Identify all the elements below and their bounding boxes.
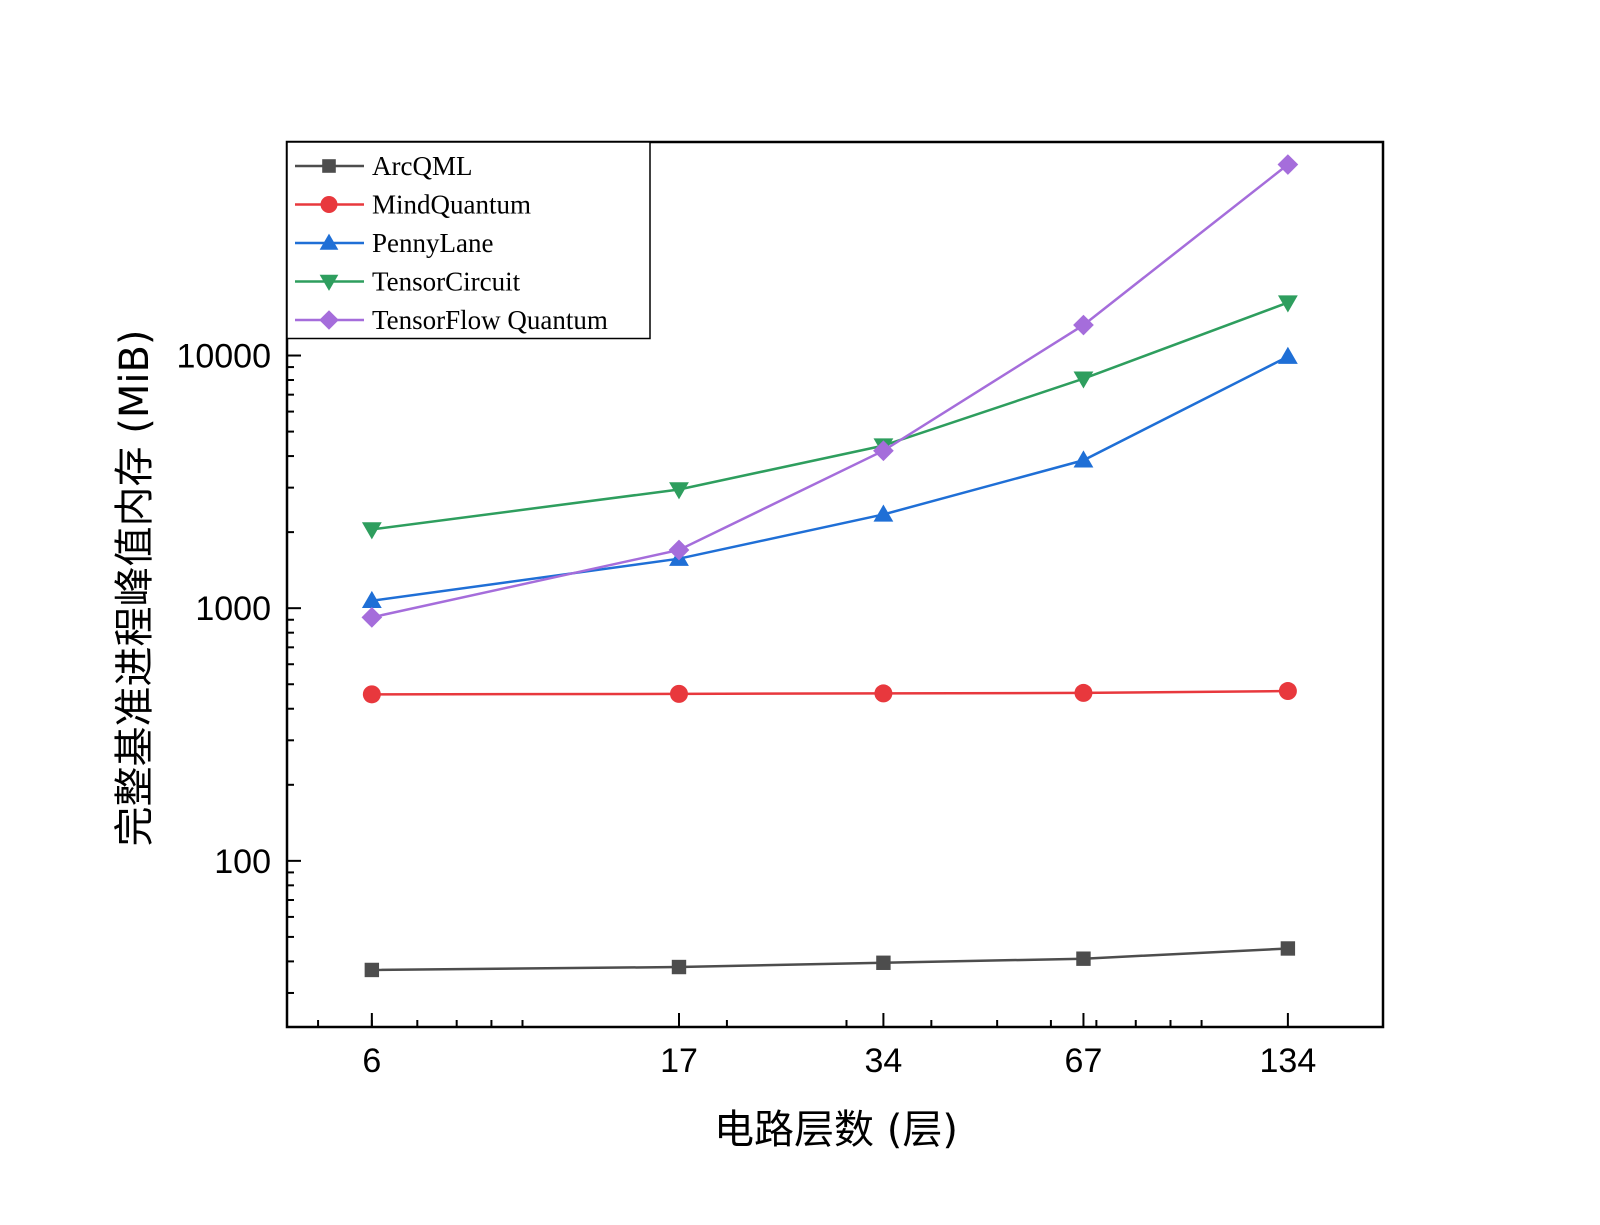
data-point (362, 685, 381, 704)
series-arcqml (364, 941, 1296, 978)
data-point (319, 233, 339, 250)
x-tick-label: 34 (864, 1042, 902, 1080)
y-tick-label: 1000 (195, 590, 271, 628)
data-point (1278, 682, 1297, 701)
data-point (364, 962, 380, 978)
data-point (1277, 295, 1298, 313)
legend: ArcQML MindQuantum PennyLane TensorCircuit T… (286, 141, 651, 340)
data-point (320, 196, 338, 213)
y-axis-title: 完整基准进程峰值内存 (MiB) (112, 330, 158, 847)
legend-entry: TensorFlow Quantum (295, 305, 608, 335)
x-axis-title: 电路层数 (层) (714, 1107, 958, 1153)
legend-box (286, 141, 651, 340)
x-tick-label: 6 (362, 1042, 381, 1080)
data-point (1076, 951, 1091, 966)
data-point (874, 684, 893, 703)
legend-entry: PennyLane (295, 228, 493, 258)
data-point (1277, 154, 1299, 175)
data-point (361, 590, 382, 608)
data-point (1074, 683, 1093, 702)
data-point (668, 539, 690, 561)
y-tick-label: 10000 (176, 338, 271, 376)
data-point (1073, 371, 1094, 389)
data-point (361, 606, 383, 628)
data-point (671, 959, 687, 975)
data-point (361, 522, 382, 540)
legend-label: ArcQML (372, 151, 472, 181)
data-point (1277, 346, 1298, 364)
data-point (669, 482, 689, 500)
x-tick-label: 17 (660, 1042, 698, 1080)
legend-entry: MindQuantum (295, 190, 531, 220)
series-layer (361, 154, 1299, 978)
legend-entry: TensorCircuit (295, 267, 521, 297)
legend-label: TensorFlow Quantum (372, 305, 608, 335)
axes-frame: 6 17 34 67 134 100 1000 10000 (176, 140, 1385, 1080)
data-point (1280, 941, 1296, 956)
data-point (669, 684, 688, 703)
data-point (319, 310, 339, 330)
series-mindquantum (362, 682, 1297, 704)
legend-label: PennyLane (372, 228, 493, 258)
plot-border (285, 140, 1385, 1029)
series-tensorflow-quantum (361, 154, 1299, 628)
legend-label: TensorCircuit (372, 267, 521, 297)
data-point (876, 955, 891, 970)
data-point (873, 440, 894, 462)
legend-entry: ArcQML (295, 151, 472, 181)
x-tick-label: 134 (1260, 1042, 1317, 1080)
data-point (322, 159, 336, 173)
data-point (873, 504, 894, 522)
legend-label: MindQuantum (372, 190, 531, 220)
y-tick-label: 100 (214, 843, 271, 881)
data-point (319, 274, 339, 291)
x-tick-label: 67 (1065, 1042, 1103, 1080)
data-point (1073, 450, 1094, 468)
data-point (1073, 314, 1094, 336)
